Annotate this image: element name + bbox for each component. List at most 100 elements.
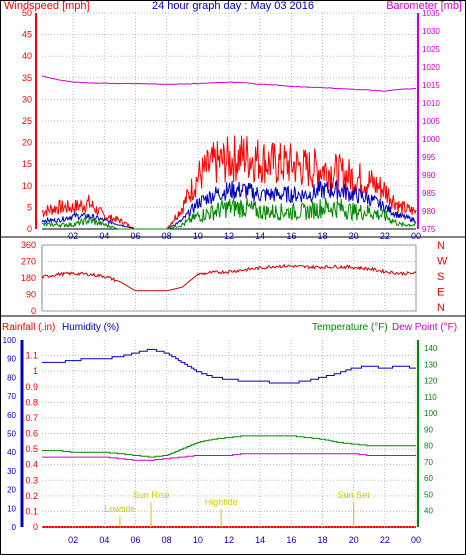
- x-tick-label: 14: [255, 231, 265, 241]
- barometer-tick-label: 990: [422, 171, 436, 180]
- graph-title: 24 hour graph day : May 03 2016: [152, 0, 314, 12]
- humidity-tick-label: 20: [7, 486, 16, 495]
- direction-tick-label: 180: [21, 273, 36, 283]
- windspeed-tick-label: 35: [22, 73, 32, 83]
- temperature-tick-label: 70: [424, 458, 433, 467]
- humidity-tick-label: 70: [7, 392, 16, 401]
- windspeed-series-line: [41, 179, 417, 230]
- barometer-tick-label: 1035: [422, 9, 440, 18]
- rainfall-tick-label: 0.2: [25, 491, 38, 501]
- direction-tick-label: 360: [21, 240, 36, 250]
- x-tick-label: 08: [162, 231, 172, 241]
- humidity-tick-label: 80: [7, 373, 16, 382]
- temperature-tick-label: 40: [424, 507, 433, 516]
- compass-label: S: [437, 271, 444, 283]
- windspeed-tick-label: 15: [22, 159, 32, 169]
- humidity-tick-label: 50: [7, 430, 16, 439]
- annotation-label: Sun Set: [338, 490, 371, 500]
- barometer-tick-label: 1025: [422, 45, 440, 54]
- compass-label: N: [437, 240, 445, 252]
- rainfall-label: Rainfall (.in): [2, 322, 55, 333]
- humidity-tick-label: 10: [7, 504, 16, 513]
- series-line-dew-point: [42, 453, 416, 461]
- rainfall-tick-label: 1.1: [25, 351, 38, 361]
- humidity-tick-label: 90: [7, 355, 16, 364]
- windspeed-series-line: [41, 135, 417, 230]
- barometer-title: Barometer [mb]: [386, 0, 462, 12]
- windspeed-tick-label: 0: [27, 224, 32, 234]
- humidity-label: Humidity (%): [62, 322, 119, 333]
- x-tick-label: 16: [286, 535, 296, 545]
- compass-label: N: [437, 302, 445, 314]
- x-tick-label: 04: [99, 231, 109, 241]
- direction-tick-label: 270: [21, 257, 36, 267]
- x-tick-label: 12: [224, 535, 234, 545]
- compass-label: W: [437, 256, 448, 268]
- rainfall-tick-label: 0: [33, 522, 38, 532]
- humidity-tick-label: 60: [7, 411, 16, 420]
- wind-direction-line: [41, 263, 417, 292]
- x-tick-label: 00: [411, 231, 421, 241]
- windspeed-tick-label: 25: [22, 116, 32, 126]
- x-tick-label: 00: [411, 535, 421, 545]
- rainfall-tick-label: 0.4: [25, 460, 38, 470]
- rainfall-tick-label: 0.5: [25, 444, 38, 454]
- rainfall-tick-label: 0.1: [25, 506, 38, 516]
- barometer-tick-label: 1015: [422, 81, 440, 90]
- temperature-tick-label: 90: [424, 425, 433, 434]
- barometer-tick-label: 1000: [422, 135, 440, 144]
- series-line-humidity: [42, 348, 416, 384]
- windspeed-tick-label: 50: [22, 8, 32, 18]
- temperature-tick-label: 50: [424, 490, 433, 499]
- x-tick-label: 20: [349, 231, 359, 241]
- x-tick-label: 06: [130, 535, 140, 545]
- rainfall-tick-label: 0.9: [25, 382, 38, 392]
- x-tick-label: 02: [68, 535, 78, 545]
- barometer-tick-label: 995: [422, 153, 436, 162]
- x-tick-label: 20: [349, 535, 359, 545]
- x-tick-label: 14: [255, 535, 265, 545]
- rainfall-tick-label: 0.8: [25, 397, 38, 407]
- humidity-tick-label: 100: [3, 336, 17, 345]
- x-tick-label: 08: [162, 535, 172, 545]
- windspeed-tick-label: 30: [22, 94, 32, 104]
- temperature-tick-label: 120: [424, 377, 438, 386]
- x-tick-label: 18: [317, 535, 327, 545]
- barometer-tick-label: 1010: [422, 99, 440, 108]
- barometer-tick-label: 1005: [422, 117, 440, 126]
- annotation-label: Hightide: [205, 497, 238, 507]
- temperature-tick-label: 80: [424, 442, 433, 451]
- rainfall-tick-label: 0.6: [25, 429, 38, 439]
- barometer-tick-label: 975: [422, 225, 436, 234]
- x-tick-label: 06: [130, 231, 140, 241]
- windspeed-tick-label: 20: [22, 138, 32, 148]
- annotation-label: Sun Rise: [133, 490, 170, 500]
- x-tick-label: 02: [68, 231, 78, 241]
- series-line-temperature: [42, 435, 416, 458]
- x-tick-label: 10: [193, 231, 203, 241]
- temperature-tick-label: 110: [424, 393, 437, 402]
- x-tick-label: 22: [380, 231, 390, 241]
- x-tick-label: 18: [317, 231, 327, 241]
- x-tick-label: 22: [380, 535, 390, 545]
- barometer-tick-label: 1030: [422, 27, 440, 36]
- windspeed-series-line: [41, 197, 417, 230]
- barometer-tick-label: 1020: [422, 63, 440, 72]
- temperature-tick-label: 60: [424, 474, 433, 483]
- windspeed-tick-label: 45: [22, 30, 32, 40]
- barometer-tick-label: 980: [422, 207, 436, 216]
- x-tick-label: 10: [193, 535, 203, 545]
- humidity-tick-label: 30: [7, 467, 16, 476]
- annotation-label: Lowtide: [104, 504, 135, 514]
- temperature-tick-label: 130: [424, 360, 438, 369]
- temperature-tick-label: 100: [424, 409, 438, 418]
- x-tick-label: 04: [99, 535, 109, 545]
- dewpoint-label: Dew Point (°F): [392, 322, 457, 333]
- windspeed-tick-label: 40: [22, 51, 32, 61]
- direction-tick-label: 0: [31, 306, 36, 316]
- x-tick-label: 16: [286, 231, 296, 241]
- temperature-label: Temperature (°F): [312, 322, 388, 333]
